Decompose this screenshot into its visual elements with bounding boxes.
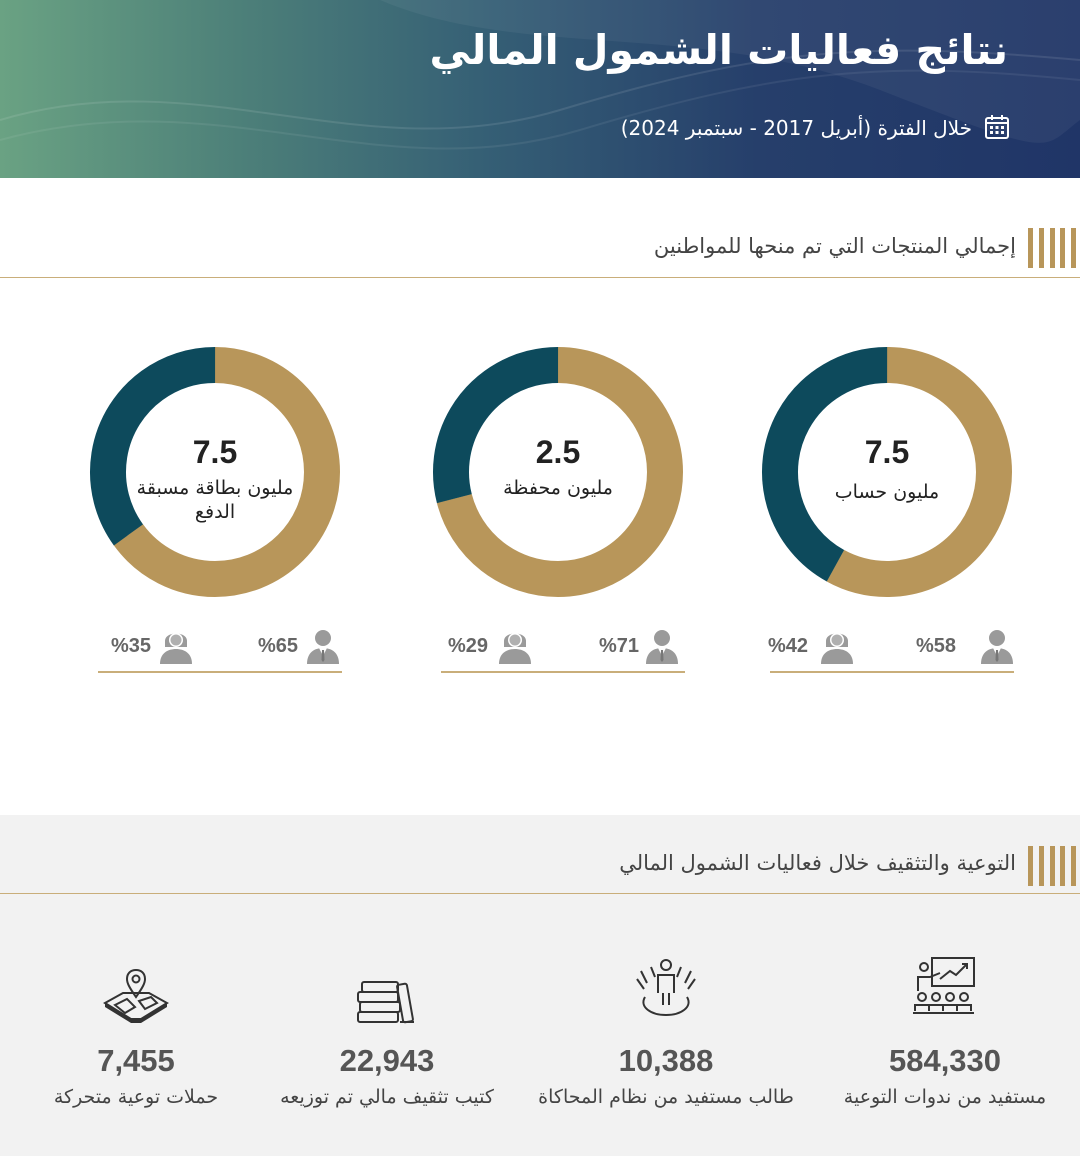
stat-value: 22,943 xyxy=(339,1043,435,1078)
section-divider xyxy=(0,893,1080,894)
accounts-male-pct: %58 xyxy=(916,635,957,657)
header-wave-decoration xyxy=(0,0,1080,150)
male-user-icon xyxy=(981,630,1013,664)
prepaid-cards-label: مليون بطاقة مسبقة الدفع xyxy=(136,477,294,523)
presentation-audience-icon xyxy=(913,957,975,1014)
awareness-section: التوعية والتثقيف خلال فعاليات الشمول الم… xyxy=(0,815,1080,1156)
prepaid-cards-gender-rule xyxy=(98,671,342,673)
period-text: خلال الفترة (أبريل 2017 - سبتمبر 2024) xyxy=(620,116,972,140)
wallets-gender-row: %71 %29 xyxy=(423,627,693,667)
stat-label: مستفيد من ندوات التوعية xyxy=(843,1086,1047,1108)
stat-label: كتيب تثقيف مالي تم توزيعه xyxy=(280,1086,494,1108)
section-accent-bars xyxy=(1028,228,1076,268)
accounts-label: مليون حساب xyxy=(834,481,940,503)
accounts-female-pct: %42 xyxy=(768,635,809,657)
stat-value: 584,330 xyxy=(888,1043,1002,1078)
wallets-donut-chart xyxy=(433,347,683,597)
calendar-icon xyxy=(985,115,1009,139)
female-user-icon xyxy=(499,633,531,664)
prepaid-cards-female-pct: %35 xyxy=(111,635,152,657)
accounts-gender-rule xyxy=(770,671,1014,673)
female-user-icon xyxy=(821,633,853,664)
wallets-label: مليون محفظة xyxy=(503,477,613,499)
male-user-icon xyxy=(646,630,678,664)
section-divider xyxy=(0,277,1080,278)
stat-value: 10,388 xyxy=(618,1043,714,1078)
stat-label: طالب مستفيد من نظام المحاكاة xyxy=(538,1086,794,1108)
accounts-gender-row: %58 %42 xyxy=(752,627,1022,667)
section-accent-bars xyxy=(1028,846,1076,886)
wallets-female-pct: %29 xyxy=(448,635,489,657)
stat-label: حملات توعية متحركة xyxy=(53,1086,219,1108)
prepaid-cards-female-slice xyxy=(90,347,340,597)
awareness-section-title: التوعية والتثقيف خلال فعاليات الشمول الم… xyxy=(619,851,1016,875)
page-title: نتائج فعاليات الشمول المالي xyxy=(429,26,1008,74)
wallets-gender-rule xyxy=(441,671,685,673)
products-section-title: إجمالي المنتجات التي تم منحها للمواطنين xyxy=(653,234,1016,258)
wallets-male-pct: %71 xyxy=(599,635,640,657)
accounts-female-slice xyxy=(762,347,1012,597)
map-pin-icon xyxy=(103,968,169,1023)
student-simulation-icon xyxy=(636,959,696,1017)
accounts-value: 7.5 xyxy=(864,434,910,470)
header-banner: نتائج فعاليات الشمول المالي خلال الفترة … xyxy=(0,0,1080,178)
prepaid-cards-gender-row: %65 %35 xyxy=(80,627,350,667)
accounts-donut-chart xyxy=(762,347,1012,597)
prepaid-cards-male-pct: %65 xyxy=(258,635,299,657)
wallets-value: 2.5 xyxy=(535,434,581,470)
prepaid-cards-donut-chart xyxy=(90,347,340,597)
books-icon xyxy=(357,981,414,1024)
stat-value: 7,455 xyxy=(97,1043,175,1078)
prepaid-cards-value: 7.5 xyxy=(192,434,238,470)
female-user-icon xyxy=(160,633,192,664)
male-user-icon xyxy=(307,630,339,664)
wallets-female-slice xyxy=(433,347,683,597)
